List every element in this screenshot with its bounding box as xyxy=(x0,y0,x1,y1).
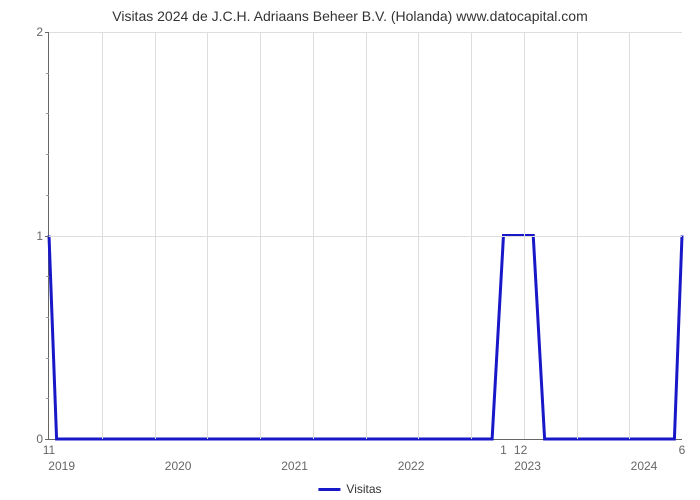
x-value-label: 1 xyxy=(500,443,507,457)
chart-container: Visitas 2024 de J.C.H. Adriaans Beheer B… xyxy=(0,0,700,500)
y-tick-mark xyxy=(45,236,49,237)
y-tick-mark xyxy=(45,439,49,440)
x-year-label: 2022 xyxy=(398,459,425,473)
grid-line-h xyxy=(49,32,682,33)
y-minor-tick xyxy=(46,276,49,277)
x-year-label: 2019 xyxy=(48,459,75,473)
x-year-label: 2021 xyxy=(281,459,308,473)
legend-swatch xyxy=(318,488,340,491)
y-tick-mark xyxy=(45,32,49,33)
y-minor-tick xyxy=(46,358,49,359)
y-minor-tick xyxy=(46,317,49,318)
x-value-label: 11 xyxy=(43,443,55,457)
x-year-label: 2023 xyxy=(514,459,541,473)
grid-line-h xyxy=(49,236,682,237)
y-tick-label: 2 xyxy=(36,25,43,39)
chart-title: Visitas 2024 de J.C.H. Adriaans Beheer B… xyxy=(0,0,700,24)
y-minor-tick xyxy=(46,113,49,114)
y-tick-label: 1 xyxy=(36,229,43,243)
x-value-label: 6 xyxy=(679,443,686,457)
legend: Visitas xyxy=(318,482,381,496)
x-value-label: 12 xyxy=(514,443,527,457)
plot-area: 012201920202021202220232024111126 xyxy=(48,32,682,440)
x-year-label: 2024 xyxy=(631,459,658,473)
y-minor-tick xyxy=(46,398,49,399)
legend-label: Visitas xyxy=(346,482,381,496)
y-minor-tick xyxy=(46,195,49,196)
y-minor-tick xyxy=(46,154,49,155)
x-year-label: 2020 xyxy=(165,459,192,473)
y-minor-tick xyxy=(46,73,49,74)
